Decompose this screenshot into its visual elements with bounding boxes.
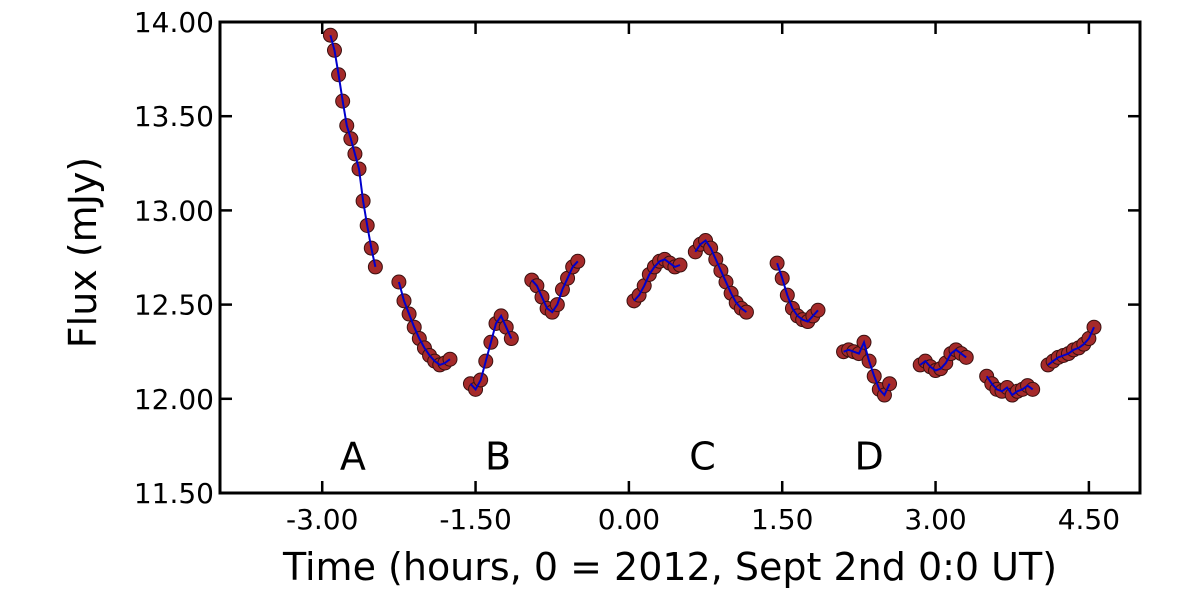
y-tick-label: 12.50: [134, 289, 214, 322]
fit-line: [694, 239, 747, 313]
segment-6: [687, 233, 754, 320]
x-tick-label: 4.50: [1058, 503, 1120, 536]
plot-frame: [218, 20, 1142, 495]
data-point: [367, 259, 383, 275]
segment-4: [524, 253, 586, 320]
segment-11: [1040, 319, 1102, 373]
fit-line: [531, 260, 579, 314]
fit-line: [633, 258, 681, 302]
data-point: [391, 274, 407, 290]
fit-line: [397, 281, 451, 367]
segment-2: [391, 274, 458, 373]
segment-10: [979, 368, 1041, 403]
axis-ticks: [220, 20, 1140, 495]
segment-5: [626, 251, 688, 309]
fit-line: [843, 339, 891, 397]
fit-line: [776, 262, 819, 323]
y-tick-label: 11.50: [134, 477, 214, 510]
data-point: [769, 255, 785, 271]
segment-1: [322, 27, 383, 275]
y-tick-label: 12.00: [134, 383, 214, 416]
fit-line: [985, 375, 1034, 397]
segment-annotations: A B C D: [340, 434, 884, 478]
segment-3: [462, 308, 519, 397]
data-series: [322, 27, 1102, 403]
fit-line: [329, 34, 377, 268]
y-tick-label: 13.00: [134, 194, 214, 227]
data-point: [322, 27, 338, 43]
x-tick-label: 1.50: [751, 503, 813, 536]
x-axis-label: Time (hours, 0 = 2012, Sept 2nd 0:0 UT): [282, 545, 1057, 589]
y-tick-label: 13.50: [134, 100, 214, 133]
annotation-d: D: [854, 434, 883, 478]
y-axis-label: Flux (mJy): [61, 157, 105, 348]
fit-line: [919, 348, 967, 372]
x-tick-label: 0.00: [598, 503, 660, 536]
segment-8: [836, 334, 898, 403]
annotation-c: C: [689, 434, 716, 478]
axis-tick-labels: -3.00 -1.50 0.00 1.50 3.00 4.50 11.50 12.00 12.5…: [134, 6, 1120, 536]
data-point: [503, 331, 519, 347]
annotation-a: A: [340, 434, 366, 478]
x-tick-label: -3.00: [286, 503, 358, 536]
segment-7: [769, 255, 826, 330]
x-tick-label: 3.00: [904, 503, 966, 536]
x-tick-label: -1.50: [439, 503, 511, 536]
annotation-b: B: [485, 434, 511, 478]
fit-line: [469, 313, 513, 392]
segment-9: [912, 342, 974, 379]
y-tick-label: 14.00: [134, 6, 214, 39]
fit-line: [1047, 326, 1095, 366]
